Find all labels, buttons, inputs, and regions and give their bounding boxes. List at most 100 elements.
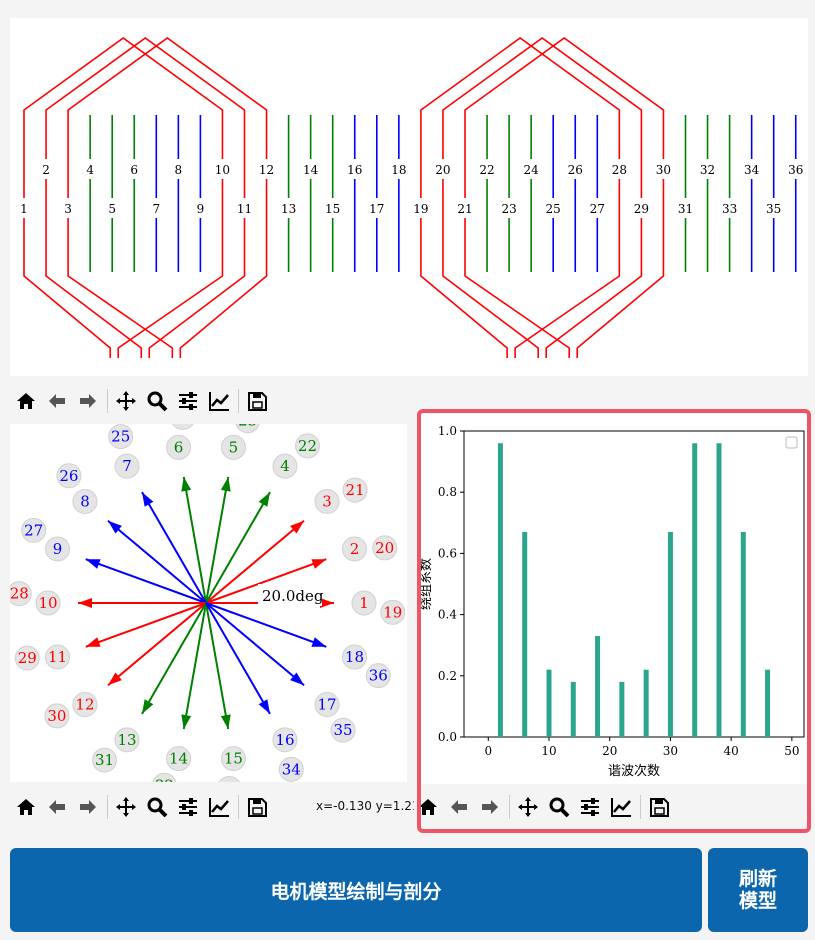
slot-label: 10 [215,163,230,177]
phasor-label-bubble [114,453,140,479]
slot-label: 5 [108,202,116,216]
winding-factor-bar [595,636,601,737]
forward-button[interactable] [74,387,102,415]
slot-conductor: 34 [744,115,760,272]
phasor-slot-label: 21 [346,481,365,499]
back-button[interactable] [43,387,71,415]
slot-label: 34 [744,163,760,177]
phasor-label-bubble [314,692,340,718]
x-tick-label: 40 [724,744,739,758]
winding-factor-chart-panel: 0.0 0.2 0.4 0.6 0.8 1.0 0 10 20 30 40 50 谐波次数 绕组系数 [419,414,808,784]
phasor-vector [107,519,207,604]
forward-button[interactable] [476,793,504,821]
slot-conductor: 21 [457,115,473,272]
pan-icon [518,797,538,817]
coil-end-bottom [23,272,224,358]
pan-button[interactable] [112,387,140,415]
slot-label: 9 [197,202,205,216]
phasor-slot-label: 29 [18,649,37,667]
phasor-slot-label: 6 [174,438,184,456]
x-tick-label: 50 [784,744,799,758]
edit-axis-button[interactable] [607,793,635,821]
legend-box [785,436,798,449]
slot-conductor: 8 [175,115,182,272]
configure-subplots-icon [581,798,599,816]
zoom-button[interactable] [143,387,171,415]
slot-conductor: 20 [435,115,451,272]
slot-conductor: 30 [656,115,671,272]
configure-subplots-button[interactable] [174,793,202,821]
edit-axis-button[interactable] [205,387,233,415]
home-button[interactable] [12,793,40,821]
refresh-model-label-line2: 模型 [738,890,777,912]
edit-axis-icon [209,798,229,817]
phasor-label-bubble [114,727,140,753]
slot-conductor: 17 [369,115,384,272]
zoom-button[interactable] [143,793,171,821]
phasor-slot-label: 23 [238,424,257,430]
coil-end-top [464,37,665,115]
phasor-slot-label: 17 [317,696,336,714]
draw-model-button[interactable]: 电机模型绘制与剖分 [10,848,702,932]
save-button[interactable] [243,793,271,821]
phasor-label-bubble [220,434,246,460]
slot-conductor: 15 [325,115,340,272]
pan-button[interactable] [514,793,542,821]
phasor-vector [107,602,207,687]
winding-factor-bar [497,443,503,737]
phasor-slot-label: 27 [24,521,43,539]
slot-conductor: 6 [130,115,138,272]
slot-conductor: 26 [568,115,583,272]
back-icon [49,394,65,408]
coil-end-bottom [464,272,665,358]
coordinate-readout: x=-0.130 y=1.219 [316,799,428,813]
slot-label: 15 [325,202,340,216]
phasor-label-bubble [330,717,356,743]
edit-axis-icon [611,798,631,817]
back-button[interactable] [43,793,71,821]
slot-conductor: 36 [788,115,803,272]
phasor-slot-label: 24 [173,424,192,426]
pan-button[interactable] [112,793,140,821]
slot-label: 33 [722,202,737,216]
configure-subplots-button[interactable] [576,793,604,821]
phasor-slot-label: 36 [369,667,388,685]
coil-end-top [442,37,643,115]
phasor-label-bubble [45,644,71,670]
home-button[interactable] [12,387,40,415]
refresh-model-label-line1: 刷新 [738,868,777,890]
x-tick-label: 10 [541,744,556,758]
winding-factor-bar [667,531,673,737]
slot-conductor: 27 [590,115,605,272]
angle-label-background [258,584,322,606]
refresh-model-button[interactable]: 刷新 模型 [708,848,808,932]
phasor-slot-label: 26 [59,467,78,485]
phasor-vector [181,476,207,604]
slot-label: 17 [369,202,384,216]
edit-axis-button[interactable] [205,793,233,821]
slot-conductor: 10 [215,115,230,272]
forward-button[interactable] [74,793,102,821]
phasor-diagram-panel: 1192203214225236247258269271028112912301… [6,404,407,802]
phasor-toolbar [12,790,312,824]
phasor-label-bubble [166,434,192,460]
phasor-slot-label: 19 [383,603,402,621]
configure-subplots-button[interactable] [174,387,202,415]
zoom-button[interactable] [545,793,573,821]
save-button[interactable] [645,793,673,821]
toolbar-separator [509,795,510,819]
slot-label: 19 [413,202,428,216]
slot-conductor: 3 [64,115,72,272]
slot-conductor: 11 [237,115,252,272]
phasor-slot-label: 20 [375,539,394,557]
phasor-label-bubble [166,746,192,772]
slot-label: 29 [634,202,649,216]
slot-label: 36 [788,163,803,177]
save-icon [248,392,267,411]
phasor-slot-label: 13 [117,731,136,749]
phasor-label-bubble [342,477,368,503]
phasor-vector [141,491,207,604]
home-button[interactable] [414,793,442,821]
back-button[interactable] [445,793,473,821]
save-button[interactable] [243,387,271,415]
